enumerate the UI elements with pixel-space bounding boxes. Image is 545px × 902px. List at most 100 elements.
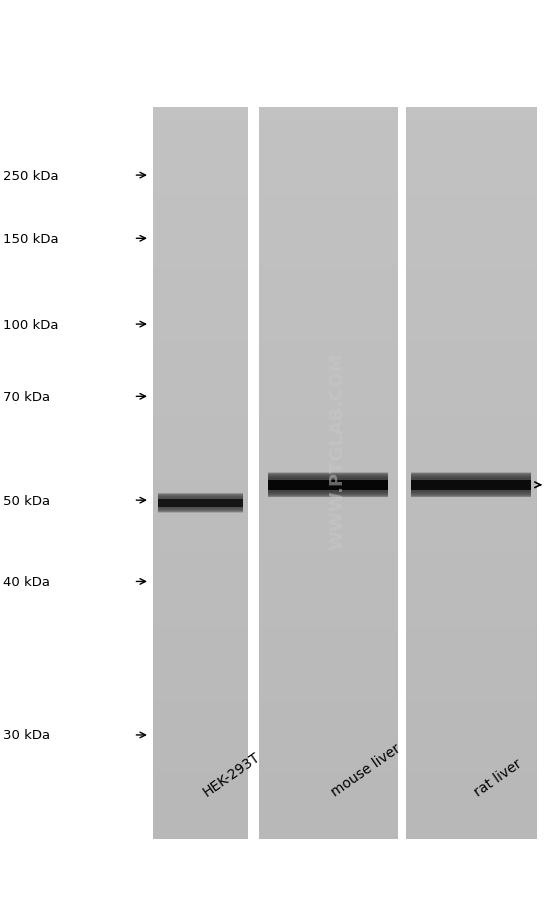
FancyBboxPatch shape: [259, 568, 398, 575]
FancyBboxPatch shape: [259, 379, 398, 386]
FancyBboxPatch shape: [406, 525, 537, 532]
FancyBboxPatch shape: [259, 452, 398, 459]
FancyBboxPatch shape: [259, 181, 398, 189]
FancyBboxPatch shape: [259, 349, 398, 356]
FancyBboxPatch shape: [406, 306, 537, 313]
FancyBboxPatch shape: [406, 664, 537, 671]
Text: 30 kDa: 30 kDa: [3, 729, 50, 741]
FancyBboxPatch shape: [153, 217, 248, 226]
FancyBboxPatch shape: [259, 108, 398, 839]
FancyBboxPatch shape: [153, 744, 248, 751]
FancyBboxPatch shape: [259, 824, 398, 832]
FancyBboxPatch shape: [259, 474, 398, 481]
FancyBboxPatch shape: [259, 583, 398, 591]
FancyBboxPatch shape: [406, 356, 537, 364]
FancyBboxPatch shape: [259, 115, 398, 123]
FancyBboxPatch shape: [259, 400, 398, 408]
FancyBboxPatch shape: [406, 152, 537, 160]
FancyBboxPatch shape: [153, 634, 248, 641]
FancyBboxPatch shape: [153, 481, 248, 488]
FancyBboxPatch shape: [406, 299, 537, 306]
FancyBboxPatch shape: [259, 693, 398, 700]
FancyBboxPatch shape: [406, 722, 537, 729]
FancyBboxPatch shape: [153, 181, 248, 189]
FancyBboxPatch shape: [259, 561, 398, 568]
FancyBboxPatch shape: [406, 700, 537, 707]
FancyBboxPatch shape: [153, 641, 248, 649]
FancyBboxPatch shape: [406, 422, 537, 429]
FancyBboxPatch shape: [406, 729, 537, 737]
FancyBboxPatch shape: [259, 795, 398, 803]
FancyBboxPatch shape: [259, 210, 398, 217]
FancyBboxPatch shape: [153, 386, 248, 393]
FancyBboxPatch shape: [259, 240, 398, 247]
FancyBboxPatch shape: [153, 299, 248, 306]
FancyBboxPatch shape: [406, 379, 537, 386]
FancyBboxPatch shape: [406, 130, 537, 137]
FancyBboxPatch shape: [259, 773, 398, 780]
FancyBboxPatch shape: [259, 247, 398, 254]
FancyBboxPatch shape: [259, 320, 398, 327]
FancyBboxPatch shape: [259, 575, 398, 583]
FancyBboxPatch shape: [153, 700, 248, 707]
FancyBboxPatch shape: [406, 372, 537, 379]
FancyBboxPatch shape: [406, 744, 537, 751]
FancyBboxPatch shape: [406, 568, 537, 575]
FancyBboxPatch shape: [153, 269, 248, 276]
FancyBboxPatch shape: [406, 408, 537, 415]
FancyBboxPatch shape: [153, 693, 248, 700]
FancyBboxPatch shape: [153, 445, 248, 452]
FancyBboxPatch shape: [406, 810, 537, 817]
FancyBboxPatch shape: [153, 247, 248, 254]
FancyBboxPatch shape: [406, 254, 537, 262]
FancyBboxPatch shape: [406, 481, 537, 488]
FancyBboxPatch shape: [406, 189, 537, 196]
FancyBboxPatch shape: [153, 488, 248, 495]
FancyBboxPatch shape: [153, 189, 248, 196]
FancyBboxPatch shape: [153, 502, 248, 511]
FancyBboxPatch shape: [406, 737, 537, 744]
FancyBboxPatch shape: [406, 181, 537, 189]
FancyBboxPatch shape: [406, 649, 537, 657]
FancyBboxPatch shape: [259, 276, 398, 283]
FancyBboxPatch shape: [406, 459, 537, 466]
FancyBboxPatch shape: [153, 824, 248, 832]
FancyBboxPatch shape: [406, 532, 537, 539]
FancyBboxPatch shape: [153, 437, 248, 445]
FancyBboxPatch shape: [406, 262, 537, 269]
FancyBboxPatch shape: [406, 657, 537, 664]
FancyBboxPatch shape: [259, 554, 398, 561]
FancyBboxPatch shape: [268, 480, 388, 491]
FancyBboxPatch shape: [259, 627, 398, 634]
FancyBboxPatch shape: [259, 649, 398, 657]
FancyBboxPatch shape: [259, 415, 398, 422]
FancyBboxPatch shape: [158, 494, 243, 512]
FancyBboxPatch shape: [411, 474, 531, 496]
FancyBboxPatch shape: [153, 803, 248, 810]
FancyBboxPatch shape: [406, 627, 537, 634]
FancyBboxPatch shape: [406, 751, 537, 759]
FancyBboxPatch shape: [259, 269, 398, 276]
FancyBboxPatch shape: [153, 393, 248, 400]
FancyBboxPatch shape: [153, 737, 248, 744]
FancyBboxPatch shape: [259, 634, 398, 641]
FancyBboxPatch shape: [153, 400, 248, 408]
FancyBboxPatch shape: [153, 817, 248, 824]
FancyBboxPatch shape: [411, 473, 531, 498]
Text: 40 kDa: 40 kDa: [3, 575, 50, 588]
FancyBboxPatch shape: [406, 817, 537, 824]
FancyBboxPatch shape: [153, 115, 248, 123]
FancyBboxPatch shape: [259, 481, 398, 488]
FancyBboxPatch shape: [259, 511, 398, 518]
FancyBboxPatch shape: [158, 500, 243, 507]
FancyBboxPatch shape: [153, 729, 248, 737]
FancyBboxPatch shape: [153, 525, 248, 532]
FancyBboxPatch shape: [153, 671, 248, 678]
FancyBboxPatch shape: [153, 290, 248, 299]
FancyBboxPatch shape: [406, 342, 537, 349]
FancyBboxPatch shape: [153, 678, 248, 686]
FancyBboxPatch shape: [259, 502, 398, 511]
FancyBboxPatch shape: [406, 605, 537, 612]
FancyBboxPatch shape: [153, 233, 248, 240]
FancyBboxPatch shape: [153, 429, 248, 437]
